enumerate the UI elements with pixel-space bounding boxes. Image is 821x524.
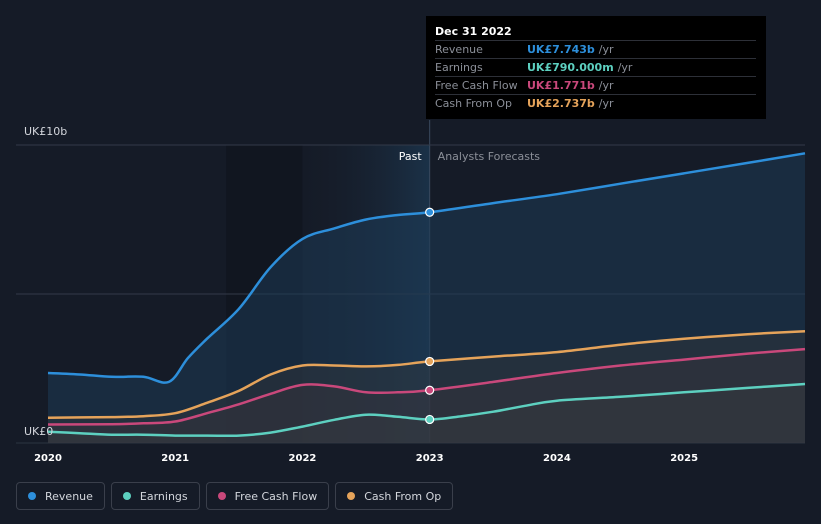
legend-label: Cash From Op xyxy=(364,489,442,503)
tooltip-unit: /yr xyxy=(598,97,614,110)
point-fcf[interactable] xyxy=(425,385,435,395)
tooltip-date: Dec 31 2022 xyxy=(435,25,512,38)
legend-dot-icon xyxy=(122,492,131,500)
line-cfo xyxy=(47,330,806,419)
forecast-label: Analysts Forecasts xyxy=(438,150,541,163)
tooltip-value-cfo: UK£2.737b xyxy=(527,97,595,110)
area-earnings xyxy=(48,384,805,443)
legend-label: Free Cash Flow xyxy=(234,489,318,503)
line-earnings xyxy=(47,382,806,438)
area-fcf xyxy=(48,349,805,443)
legend-item-earnings[interactable]: Earnings xyxy=(110,482,200,510)
x-tick-label: 2021 xyxy=(161,453,189,464)
point-cfo[interactable] xyxy=(425,356,435,367)
area-revenue xyxy=(48,153,805,444)
legend-dot-icon xyxy=(347,492,356,500)
past-label: Past xyxy=(399,150,423,163)
legend: Revenue Earnings Free Cash Flow Cash Fro… xyxy=(16,482,454,510)
x-axis-ticks: 2020 2021 2022 2023 2024 2025 xyxy=(34,453,698,464)
line-fcf xyxy=(47,347,806,426)
y-axis-top-label: UK£10b xyxy=(24,125,67,138)
tooltip: Dec 31 2022 Revenue UK£7.743b /yr Earnin… xyxy=(426,16,766,119)
tooltip-label: Cash From Op xyxy=(435,97,513,110)
tooltip-unit: /yr xyxy=(598,79,614,92)
legend-item-fcf[interactable]: Free Cash Flow xyxy=(205,482,330,510)
series-lines xyxy=(47,152,806,438)
legend-item-revenue[interactable]: Revenue xyxy=(16,482,105,510)
x-tick-label: 2020 xyxy=(34,453,62,464)
point-revenue[interactable] xyxy=(425,207,435,217)
x-tick-label: 2024 xyxy=(543,453,571,464)
legend-label: Earnings xyxy=(139,489,188,503)
line-revenue xyxy=(47,152,806,384)
legend-label: Revenue xyxy=(45,489,93,503)
tooltip-row-cfo: Cash From Op UK£2.737b /yr xyxy=(435,94,756,112)
tooltip-label: Earnings xyxy=(435,61,483,74)
tooltip-unit: /yr xyxy=(617,61,633,74)
tooltip-unit: /yr xyxy=(598,43,614,56)
tooltip-row-earnings: Earnings UK£790.000m /yr xyxy=(435,58,756,76)
tooltip-value-earnings: UK£790.000m xyxy=(527,61,614,74)
highlight-points xyxy=(425,207,435,425)
tooltip-row-fcf: Free Cash Flow UK£1.771b /yr xyxy=(435,76,756,94)
y-axis-bottom-label: UK£0 xyxy=(24,425,53,438)
tooltip-label: Free Cash Flow xyxy=(435,79,518,92)
legend-dot-icon xyxy=(28,492,36,500)
tooltip-value-revenue: UK£7.743b xyxy=(527,43,595,56)
tooltip-label: Revenue xyxy=(435,43,483,56)
tooltip-row-revenue: Revenue UK£7.743b /yr xyxy=(435,40,756,58)
x-tick-label: 2023 xyxy=(416,453,444,464)
x-tick-label: 2022 xyxy=(289,453,317,464)
x-tick-label: 2025 xyxy=(670,453,698,464)
legend-dot-icon xyxy=(217,492,226,500)
legend-item-cfo[interactable]: Cash From Op xyxy=(335,482,454,510)
tooltip-value-fcf: UK£1.771b xyxy=(527,79,595,92)
point-earnings[interactable] xyxy=(425,414,435,425)
